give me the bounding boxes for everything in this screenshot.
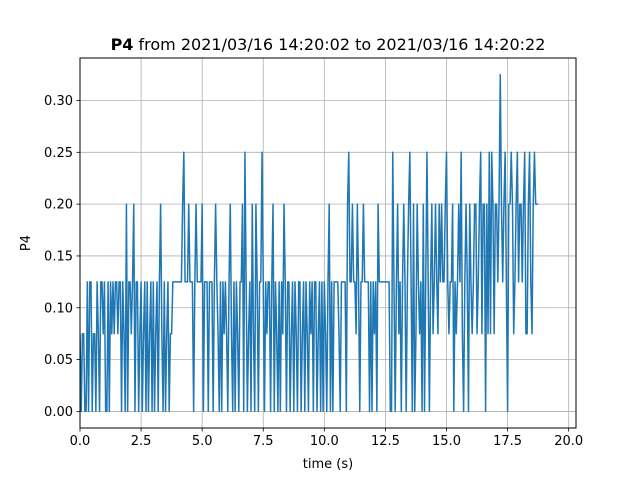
chart-title-bold: P4 <box>111 35 134 54</box>
y-tick-label: 0.30 <box>44 94 73 109</box>
y-axis-label: P4 <box>19 235 34 251</box>
x-axis-label: time (s) <box>303 457 353 472</box>
plot-area <box>80 73 539 413</box>
y-tick-label: 0.00 <box>44 405 73 420</box>
y-tick-label: 0.25 <box>44 146 73 161</box>
y-axis: 0.00 0.05 0.10 0.15 0.20 0.25 0.30 <box>44 94 80 420</box>
x-tick-label: 17.5 <box>493 434 522 449</box>
y-tick-label: 0.20 <box>44 198 73 213</box>
x-tick-label: 5.0 <box>192 434 213 449</box>
x-tick-label: 0.0 <box>70 434 91 449</box>
x-tick-label: 20.0 <box>554 434 583 449</box>
chart-title-rest: from 2021/03/16 14:20:02 to 2021/03/16 1… <box>133 35 545 54</box>
x-tick-label: 2.5 <box>131 434 152 449</box>
x-tick-label: 12.5 <box>371 434 400 449</box>
x-tick-label: 7.5 <box>253 434 274 449</box>
x-axis: 0.0 2.5 5.0 7.5 10.0 12.5 15.0 17.5 20.0 <box>70 428 583 449</box>
x-tick-label: 15.0 <box>432 434 461 449</box>
x-tick-label: 10.0 <box>310 434 339 449</box>
y-tick-label: 0.15 <box>44 249 73 264</box>
chart-title: P4 from 2021/03/16 14:20:02 to 2021/03/1… <box>111 35 546 54</box>
series-line-0 <box>80 73 539 413</box>
axes-frame <box>79 57 577 429</box>
y-tick-label: 0.10 <box>44 301 73 316</box>
y-tick-label: 0.05 <box>44 353 73 368</box>
